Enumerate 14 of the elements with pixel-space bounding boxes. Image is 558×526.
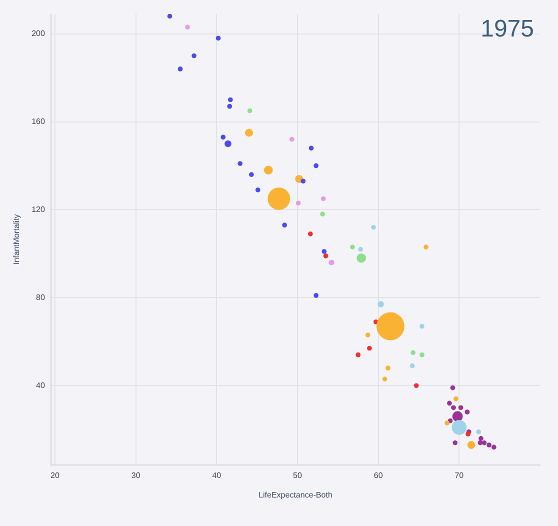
x-tick-label: 70 — [454, 470, 464, 480]
x-axis-title: LifeExpectance-Both — [258, 490, 332, 500]
x-tick-label: 30 — [131, 470, 141, 480]
x-tick-label: 20 — [50, 470, 60, 480]
y-tick-label: 160 — [32, 116, 46, 126]
y-tick-label: 40 — [36, 380, 46, 390]
chart-title: 1975 — [480, 16, 534, 43]
x-tick-label: 60 — [374, 470, 384, 480]
y-tick-label: 200 — [32, 28, 46, 38]
y-tick-label: 120 — [32, 204, 46, 214]
y-axis-title: InfantMortality — [12, 214, 22, 265]
y-tick-label: 80 — [36, 292, 46, 302]
x-tick-label: 40 — [212, 470, 222, 480]
x-tick-label: 50 — [293, 470, 302, 480]
